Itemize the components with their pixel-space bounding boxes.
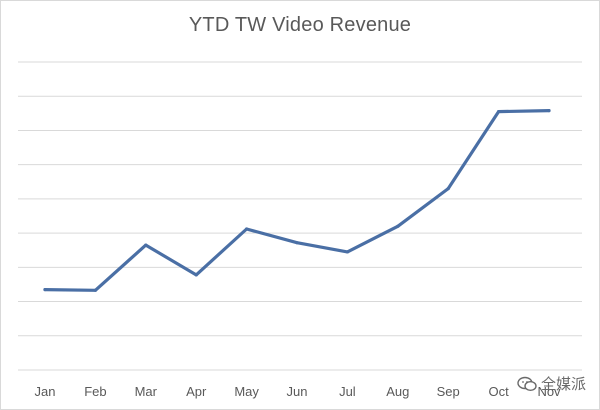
x-tick-label-sep: Sep	[437, 384, 460, 399]
wechat-icon	[517, 376, 537, 392]
x-tick-label-oct: Oct	[488, 384, 509, 399]
x-tick-label-apr: Apr	[186, 384, 207, 399]
data-point-sep	[446, 187, 450, 191]
series-layer	[43, 108, 551, 292]
watermark-text: 全媒派	[540, 375, 586, 393]
data-point-mar	[144, 243, 148, 247]
x-tick-label-may: May	[234, 384, 259, 399]
watermark: 全媒派	[517, 373, 586, 394]
x-tick-label-jul: Jul	[339, 384, 356, 399]
chart-title: YTD TW Video Revenue	[188, 14, 412, 36]
gridlines	[18, 61, 582, 371]
data-point-feb	[93, 288, 97, 292]
data-point-may	[245, 227, 249, 231]
data-point-jan	[43, 287, 47, 292]
data-point-oct	[497, 110, 501, 114]
series-line-0	[43, 108, 551, 292]
x-tick-label-nov: Nov	[537, 384, 561, 399]
data-point-jun	[295, 241, 299, 245]
data-point-apr	[194, 273, 198, 277]
x-tick-label-jan: Jan	[35, 384, 56, 399]
x-axis-tick-labels: Jan Feb Mar Apr May Jun Jul Aug Sep Oct Nov	[35, 384, 562, 399]
data-point-jul	[345, 250, 349, 254]
x-tick-label-mar: Mar	[135, 384, 158, 399]
x-tick-label-aug: Aug	[386, 384, 409, 399]
data-point-aug	[396, 224, 400, 228]
x-tick-label-feb: Feb	[84, 384, 106, 399]
x-tick-label-jun: Jun	[287, 384, 308, 399]
data-point-nov	[547, 108, 551, 113]
